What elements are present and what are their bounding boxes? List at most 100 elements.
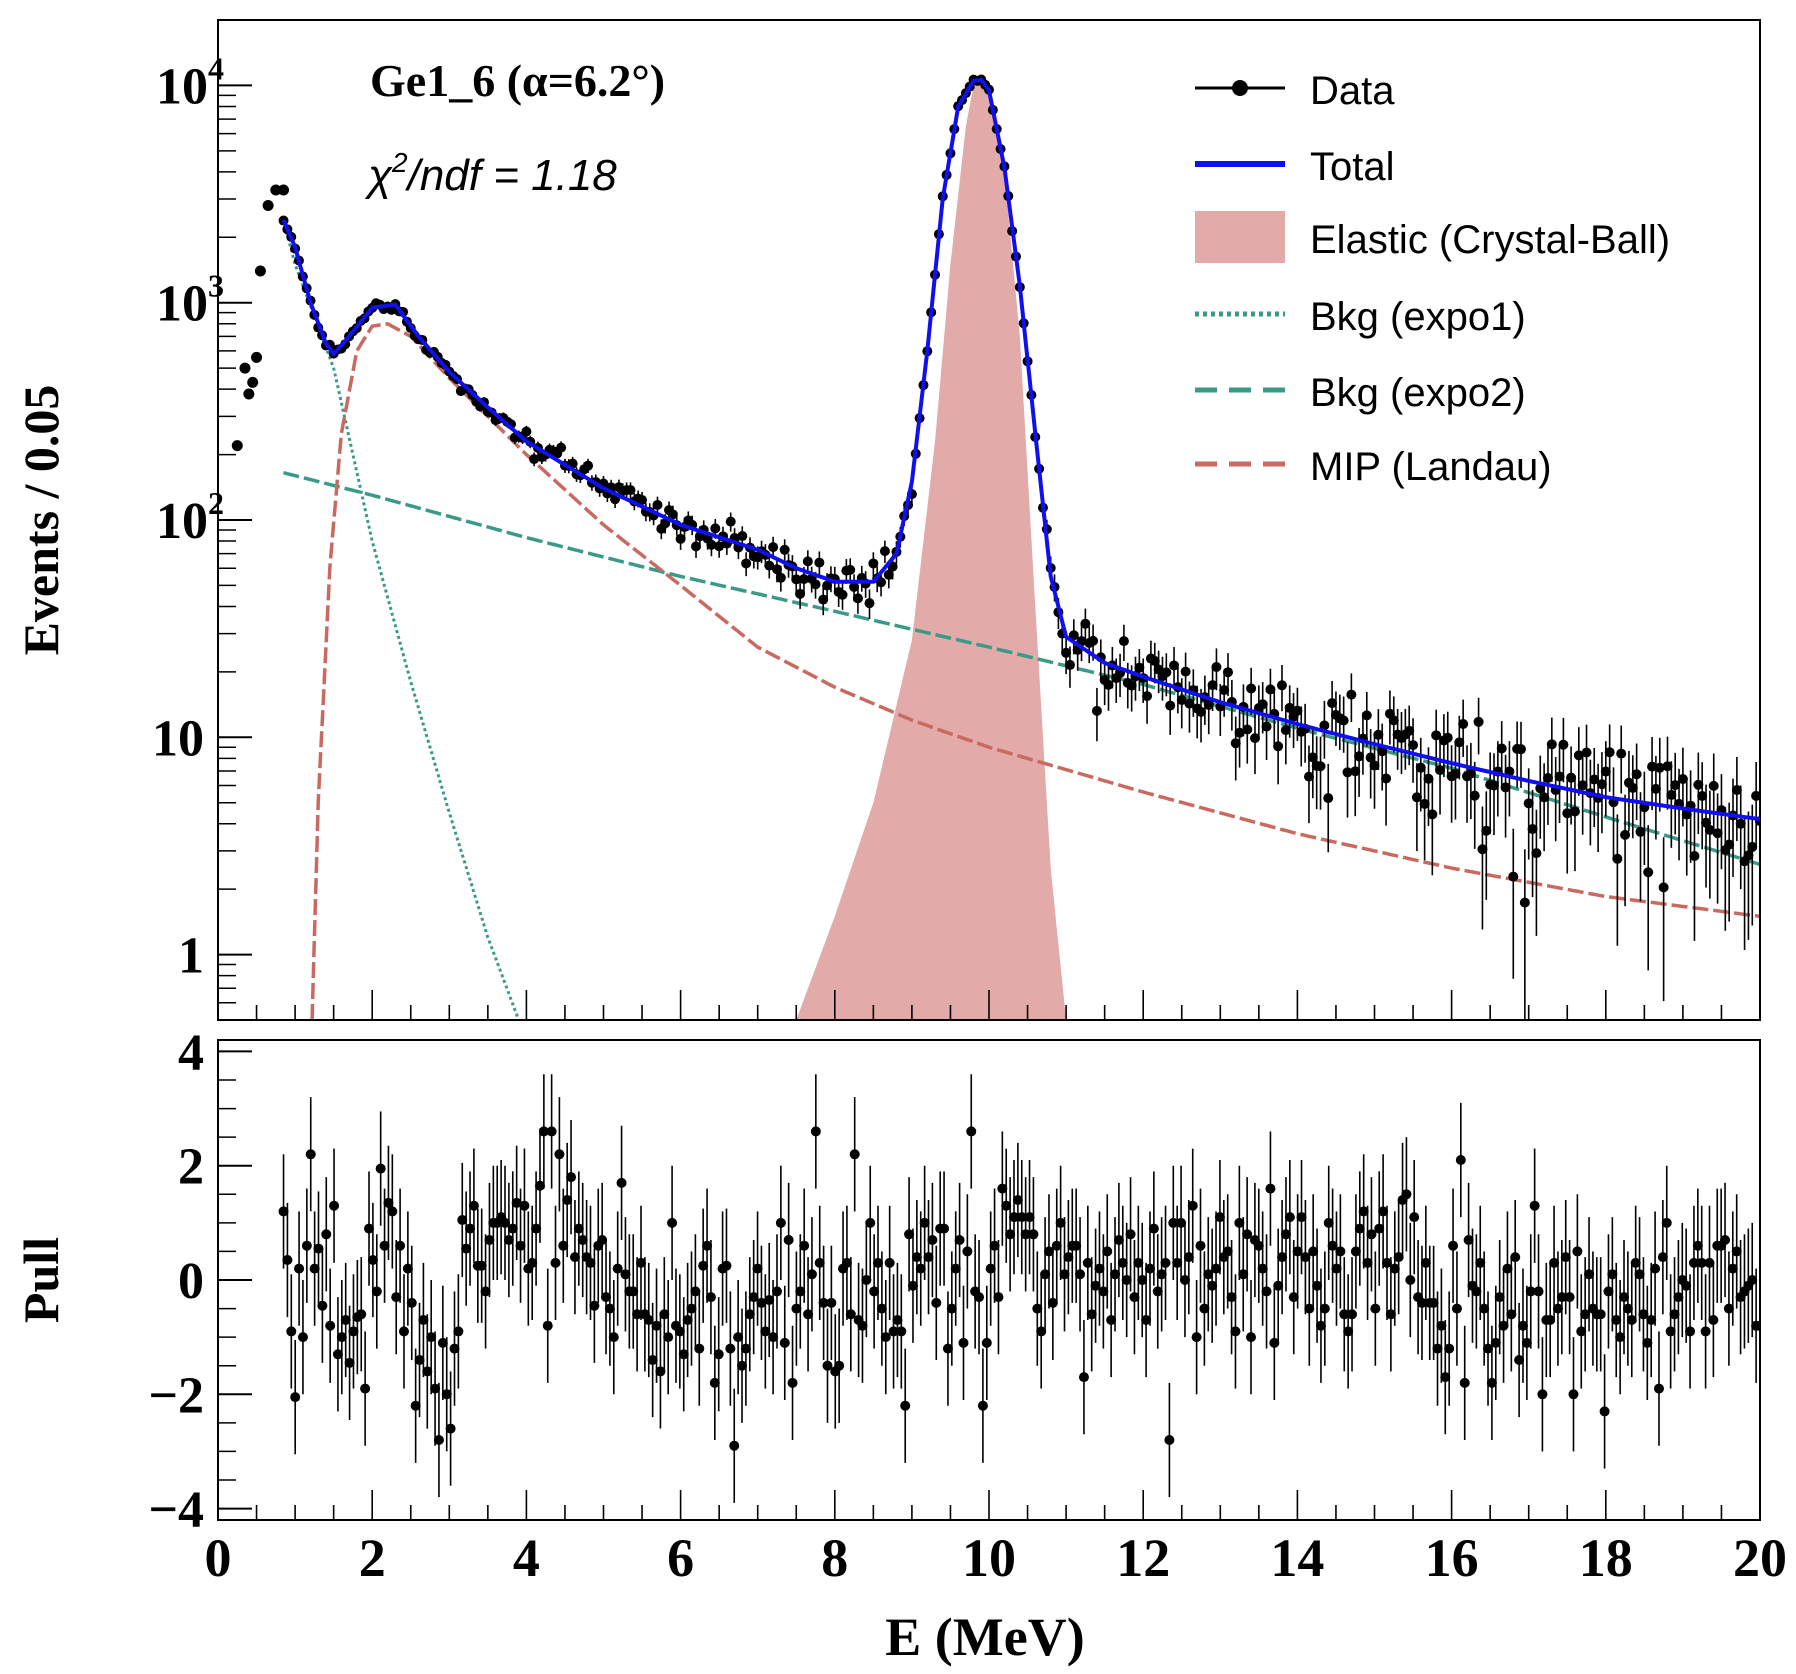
pull-point [667,1217,678,1228]
pull-point [367,1255,378,1265]
pull-point [1727,1263,1738,1274]
data-point [1211,662,1222,673]
data-point [1176,695,1187,706]
pull-point [678,1349,689,1360]
pull-point [484,1235,495,1245]
pull-point [1047,1297,1058,1308]
data-point [1735,818,1746,829]
pull-point [1032,1303,1043,1314]
y-tick-label-bottom: −4 [148,1482,204,1539]
pull-point [1599,1406,1610,1417]
pull-point [336,1332,347,1343]
pull-point [713,1349,724,1360]
annotation-chi2: χ2/ndf = 1.18 [364,147,617,200]
pull-point [1273,1280,1284,1291]
pull-point [1572,1246,1583,1257]
data-point [1542,772,1553,783]
data-point [837,589,848,600]
pull-point [1176,1217,1187,1228]
data-point [1596,779,1607,790]
pull-point [779,1337,790,1348]
pull-point [1113,1235,1124,1245]
data-point [1562,808,1573,819]
pull-point [1082,1257,1093,1268]
pull-point [282,1255,293,1265]
pull-point [562,1195,573,1205]
data-point [1230,738,1241,749]
data-point [1635,826,1646,837]
pull-point [1125,1229,1136,1240]
x-tick-label: 0 [205,1528,232,1588]
pull-point [725,1343,736,1354]
pull-point [1584,1269,1595,1280]
data-point [1373,729,1384,740]
data-point [1134,662,1145,673]
x-axis-title: E (MeV) [885,1607,1084,1667]
pull-point [1040,1269,1051,1280]
pull-point [1483,1343,1494,1354]
pull-point [869,1286,880,1297]
pull-point [1179,1275,1190,1285]
pull-point [519,1200,530,1211]
data-point [1600,766,1611,777]
pull-point [1001,1200,1012,1211]
data-point [1558,739,1569,750]
data-point [1257,699,1268,710]
pull-point [379,1240,390,1251]
data-point [1527,823,1538,834]
data-point [771,564,782,575]
data-point [1469,790,1480,801]
pull-point [709,1377,720,1388]
pull-point [620,1269,631,1280]
pull-point [849,1149,860,1160]
data-point [1292,705,1303,716]
pull-point [1494,1292,1505,1303]
pull-point [391,1292,402,1303]
data-point [1612,853,1623,864]
annotations: Ge1_6 (α=6.2°) χ2/ndf = 1.18 [364,55,665,200]
pull-point [1335,1246,1346,1257]
pull-point [760,1326,771,1337]
data-point [1481,825,1492,836]
pull-point [278,1206,289,1217]
pull-point [383,1197,394,1208]
pull-point [1164,1435,1175,1445]
data-point [810,579,821,590]
pull-point [686,1303,697,1314]
pull-point [1211,1263,1222,1274]
data-point [556,442,567,453]
pull-point [764,1295,775,1305]
data-point [1103,679,1114,690]
data-point [637,495,648,506]
data-point [1323,793,1334,804]
pull-point [931,1297,942,1308]
pull-point [822,1360,833,1371]
pull-point [1008,1212,1019,1223]
pull-point [1257,1263,1268,1274]
annotation-title: Ge1_6 (α=6.2°) [370,55,665,106]
pull-point [740,1343,751,1354]
data-point [1338,715,1349,726]
pull-point [468,1200,479,1211]
pull-point [1168,1217,1179,1228]
pull-point [1517,1320,1528,1331]
x-tick-label: 6 [667,1528,694,1588]
pull-point [834,1360,845,1371]
data-point [1477,844,1488,855]
pull-point [1187,1200,1198,1211]
pull-point [1619,1292,1630,1303]
pull-point [635,1257,646,1268]
pull-point [1704,1257,1715,1268]
pull-point [1059,1269,1070,1280]
pull-point [1490,1337,1501,1348]
data-point [1620,829,1631,840]
pull-point [814,1257,825,1268]
pull-point [1043,1246,1054,1257]
data-point [1207,680,1218,691]
data-point [1627,782,1638,793]
data-point [1666,789,1677,800]
data-point [1662,761,1673,772]
pull-point [1207,1280,1218,1291]
pull-point [1615,1332,1626,1343]
pull-point [348,1326,359,1337]
